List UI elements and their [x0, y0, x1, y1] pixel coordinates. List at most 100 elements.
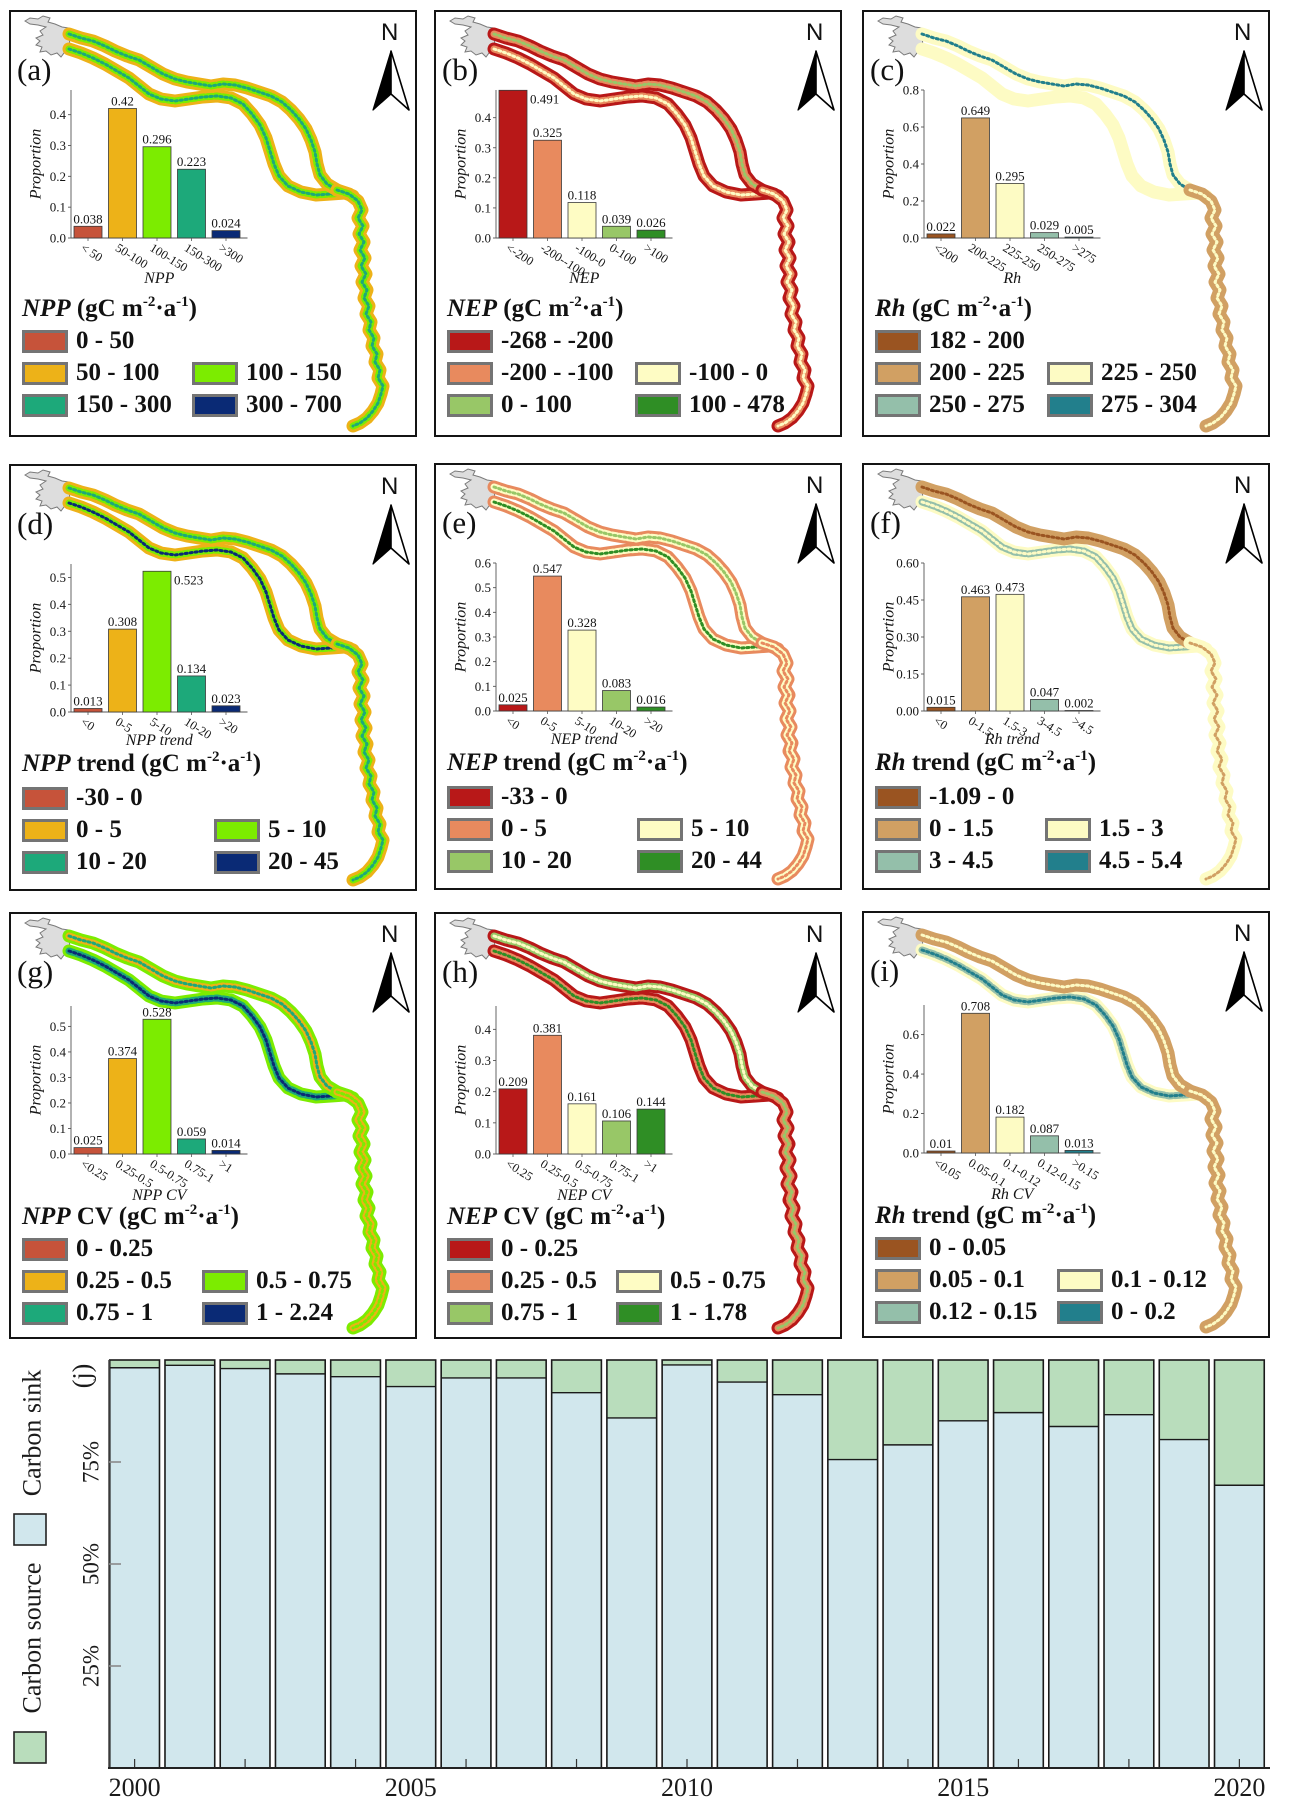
- inset-bar-value-label: 0.013: [1064, 1135, 1093, 1150]
- legend-variable: NEP: [447, 295, 497, 322]
- inset-bar-value-label: 0.01: [930, 1136, 953, 1151]
- legend-item-label: 100 - 150: [246, 359, 342, 386]
- bar-segment-carbon-sink: [606, 1417, 657, 1768]
- inset-bar: [1030, 232, 1059, 239]
- bar-segment-carbon-source: [938, 1360, 989, 1421]
- inset-bar: [1064, 1150, 1094, 1154]
- inset-bar: [1030, 1135, 1059, 1154]
- bar-segment-carbon-sink: [1104, 1414, 1154, 1768]
- y-tick-label: 50%: [79, 1543, 104, 1585]
- inset-bar-value-label: 0.223: [177, 154, 206, 169]
- legend-swatch: [22, 850, 68, 874]
- river-trunk-segment: [335, 642, 385, 882]
- inset-bar-value-label: 0.308: [108, 614, 137, 629]
- inset-y-tick-label: 0.4: [50, 1044, 67, 1059]
- legend-item: 0.5 - 0.75: [202, 1268, 352, 1293]
- source-region-shape: [877, 15, 924, 58]
- unit-exponent-m: -2: [977, 294, 991, 310]
- bar-segment-carbon-source: [109, 1360, 160, 1368]
- inset-y-tick-label: 0.8: [903, 83, 919, 98]
- unit-mid: ·a: [219, 750, 241, 777]
- legend-item: 0 - 5: [22, 817, 122, 842]
- proportion-bar-chart: 0.0 0.2 0.4 0.6 0.8 0.022 <200 0.649 200-225 0.29…: [881, 83, 1101, 287]
- inset-bar-value-label: 0.649: [961, 103, 990, 118]
- legend-swatch: [447, 1301, 493, 1325]
- legend-item-label: 0 - 0.25: [501, 1235, 579, 1262]
- inset-bar: [567, 202, 597, 239]
- north-arrow-icon: [797, 50, 835, 111]
- river-upper-segment: [492, 934, 764, 1094]
- x-tick-label: 2020: [1213, 1773, 1265, 1802]
- unit-prefix: (gC m: [969, 749, 1042, 776]
- inset-x-axis-title: Rh: [1002, 270, 1021, 287]
- north-label: N: [806, 921, 824, 948]
- legend-swatch: [22, 786, 68, 810]
- inset-x-tick-label: 0.05-0.1: [966, 1156, 1009, 1190]
- bar-2005: [385, 1359, 437, 1769]
- unit-close: ): [615, 295, 624, 322]
- inset-y-axis-title: Proportion: [453, 129, 470, 201]
- unit-close: ): [230, 1203, 239, 1230]
- legend-variable: Rh: [875, 1202, 906, 1229]
- unit-exponent-m: -2: [633, 748, 646, 764]
- inset-y-tick-label: 0.4: [903, 157, 920, 172]
- legend-item: 0 - 1.5: [875, 815, 994, 842]
- bar-2019: [1158, 1359, 1210, 1769]
- unit-mid: ·a: [1054, 749, 1076, 776]
- bar-segment-carbon-sink: [993, 1412, 1044, 1768]
- inset-bar-value-label: 0.296: [142, 132, 172, 147]
- inset-bar-value-label: 0.523: [174, 572, 203, 587]
- inset-bar: [73, 708, 103, 713]
- inset-y-tick-label: 0.4: [50, 107, 67, 122]
- north-label: N: [381, 921, 399, 948]
- river-network: [915, 480, 1243, 886]
- map-panel-a: (a) N 0.0 0.1 0.2 0.3 0.4 0.038 < 50 0.42 50-100…: [9, 10, 417, 437]
- unit-close: ): [1087, 749, 1097, 776]
- north-arrow-icon: [372, 504, 410, 565]
- inset-y-tick-label: 0.0: [475, 704, 491, 719]
- inset-bar-value-label: 0.005: [1064, 222, 1093, 237]
- bar-segment-carbon-source: [330, 1360, 381, 1377]
- north-label: N: [806, 472, 824, 499]
- inset-y-tick-label: 0.1: [50, 1121, 66, 1136]
- x-tick-label: 2000: [109, 1773, 161, 1802]
- bar-segment-carbon-sink: [275, 1373, 326, 1768]
- map-panel-g: (g) N 0.0 0.1 0.2 0.3 0.4 0.5 0.025 <0.25 0.374 0…: [9, 912, 417, 1339]
- bar-segment-carbon-sink: [772, 1394, 823, 1768]
- river-trunk-segment: [760, 1090, 810, 1330]
- y-tick-label: 75%: [79, 1441, 104, 1483]
- source-region-shape: [877, 916, 924, 959]
- panel-label-j: (j): [68, 1364, 97, 1389]
- legend-item-label: 0 - 1.5: [929, 815, 994, 842]
- inset-y-tick-label: 0.0: [50, 1147, 66, 1162]
- inset-y-tick-label: 0.2: [475, 170, 491, 185]
- river-map: [449, 917, 815, 1335]
- bar-segment-carbon-sink: [717, 1382, 768, 1768]
- stacked-bars: [108, 1359, 1266, 1769]
- legend-item: 1 - 1.78: [616, 1300, 747, 1325]
- legend-item: 5 - 10: [637, 816, 749, 841]
- legend-item: 0.75 - 1: [447, 1300, 578, 1325]
- legend-variable-suffix: trend: [905, 749, 970, 776]
- inset-bar-value-label: 0.209: [498, 1074, 527, 1089]
- legend-item: -33 - 0: [447, 784, 568, 809]
- legend-swatch: [637, 817, 683, 841]
- unit-mid: ·a: [645, 749, 667, 776]
- legend-item-label: -30 - 0: [76, 784, 143, 811]
- legend-item-label: 10 - 20: [501, 847, 572, 874]
- source-region-shape: [449, 15, 496, 58]
- bar-segment-carbon-source: [883, 1360, 933, 1445]
- source-region-shape: [24, 15, 71, 58]
- inset-y-tick-label: 0.1: [475, 200, 491, 215]
- inset-bar-value-label: 0.328: [567, 615, 596, 630]
- river-trunk-segment: [335, 1090, 385, 1330]
- legend-item-label: 100 - 478: [689, 391, 785, 418]
- inset-bar: [211, 705, 241, 713]
- inset-y-tick-label: 0.3: [50, 624, 66, 639]
- legend-swatch: [1047, 393, 1093, 417]
- legend-item: 0.25 - 0.5: [22, 1268, 172, 1293]
- legend-swatch: [635, 361, 681, 385]
- north-label: N: [381, 19, 399, 46]
- unit-close: ): [656, 1203, 666, 1230]
- legend-item-label: 0 - 5: [501, 815, 547, 842]
